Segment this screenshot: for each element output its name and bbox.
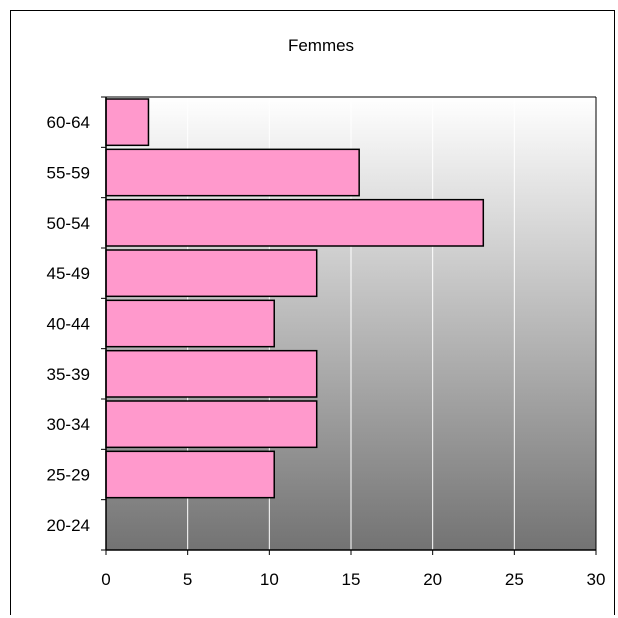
y-tick-label-40-44: 40-44	[47, 315, 90, 334]
y-tick-label-55-59: 55-59	[47, 164, 90, 183]
y-tick-label-20-24: 20-24	[47, 516, 90, 535]
chart-frame	[10, 10, 615, 615]
bar-50-54	[105, 198, 485, 247]
bars	[105, 98, 485, 499]
chart-title: Femmes	[288, 36, 354, 55]
x-tick-labels: 0 5 10 15 20 25 30	[101, 570, 605, 589]
x-tick-label-25: 25	[505, 570, 524, 589]
y-tick-label-25-29: 25-29	[47, 466, 90, 485]
y-tick-labels: 20-24 25-29 30-34 35-39 40-44 45-49 50-54 55-59…	[47, 113, 90, 535]
x-tick-label-20: 20	[423, 570, 442, 589]
y-tick-label-35-39: 35-39	[47, 365, 90, 384]
x-tick-label-30: 30	[587, 570, 606, 589]
bar-40-44	[105, 299, 275, 348]
y-tick-label-30-34: 30-34	[47, 415, 90, 434]
y-tick-label-50-54: 50-54	[47, 214, 90, 233]
bar-60-64	[105, 98, 150, 147]
bar-35-39	[105, 349, 318, 398]
x-tick-label-15: 15	[342, 570, 361, 589]
x-tick-label-10: 10	[260, 570, 279, 589]
y-tick-label-45-49: 45-49	[47, 264, 90, 283]
bar-25-29	[105, 450, 275, 499]
y-tick-label-60-64: 60-64	[47, 113, 90, 132]
bar-55-59	[105, 148, 360, 197]
bar-45-49	[105, 249, 318, 298]
axes	[101, 96, 597, 555]
x-tick-label-0: 0	[101, 570, 110, 589]
x-tick-label-5: 5	[183, 570, 192, 589]
bar-30-34	[105, 400, 318, 449]
